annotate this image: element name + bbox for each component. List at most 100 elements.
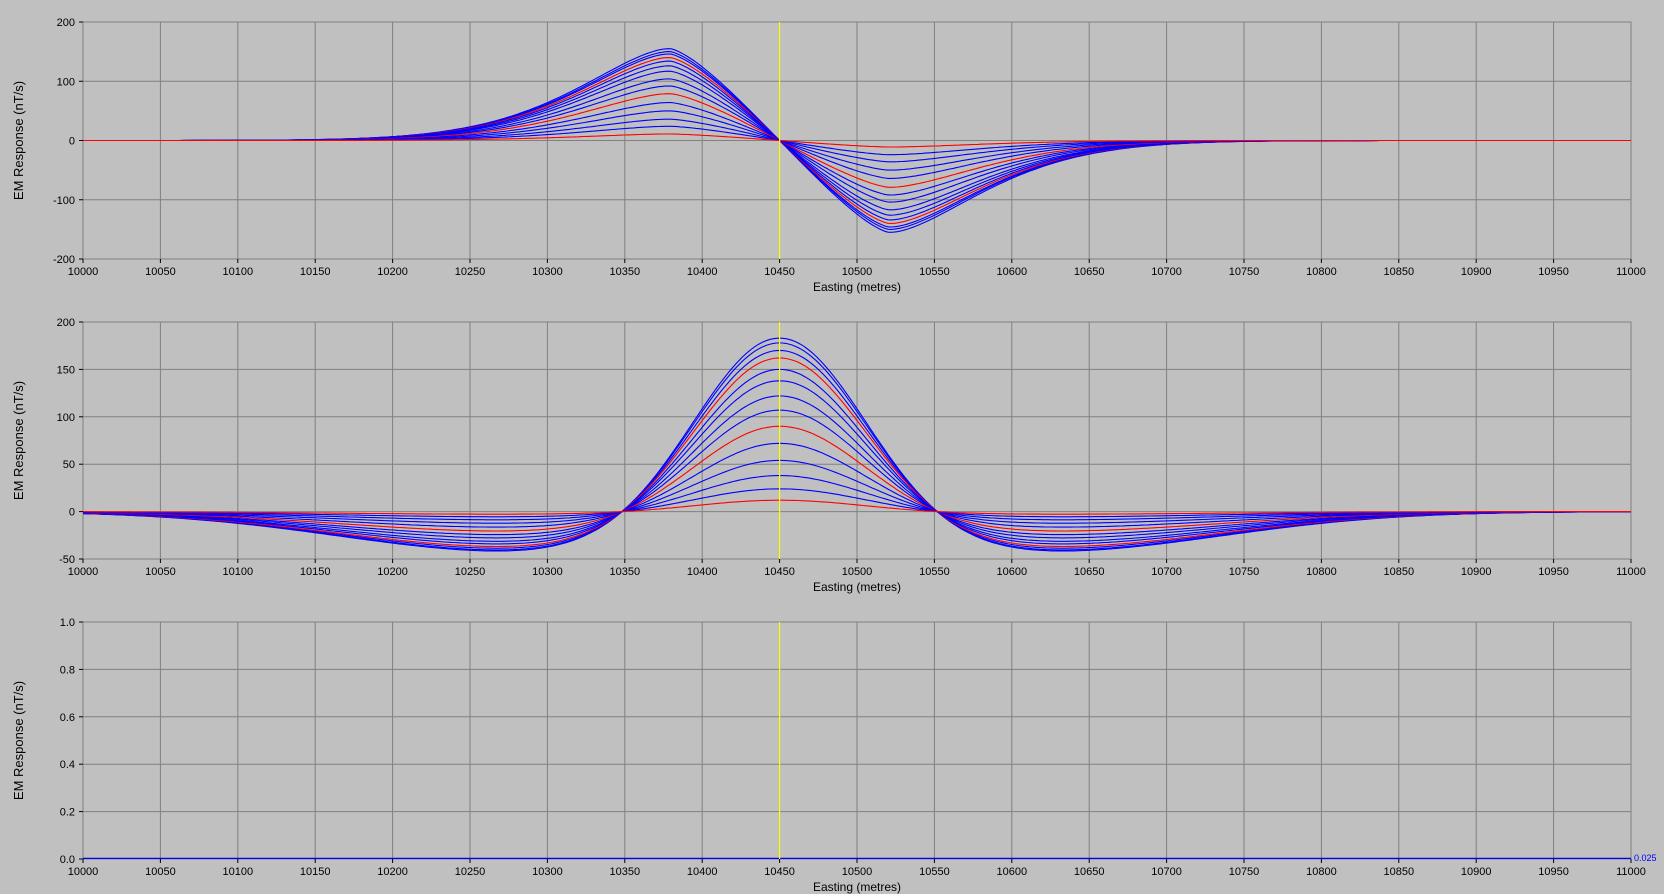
x-tick-label: 10850 xyxy=(1384,266,1415,278)
x-tick-label: 10100 xyxy=(223,266,254,278)
y-axis-label: EM Response (nT/s) xyxy=(11,381,26,500)
y-tick-label: 0.6 xyxy=(60,712,75,724)
x-tick-label: 10800 xyxy=(1306,566,1337,578)
x-tick-label: 10050 xyxy=(145,566,176,578)
x-tick-label: 10400 xyxy=(687,866,718,878)
x-tick-label: 10250 xyxy=(455,566,486,578)
y-tick-label: 0.4 xyxy=(60,759,75,771)
series-line xyxy=(83,499,1631,515)
x-tick-label: 10700 xyxy=(1151,566,1182,578)
x-tick-label: 10950 xyxy=(1538,266,1569,278)
x-tick-label: 10000 xyxy=(68,866,99,878)
x-tick-label: 10900 xyxy=(1461,266,1492,278)
series-group xyxy=(83,337,1631,552)
x-tick-label: 10700 xyxy=(1151,866,1182,878)
x-axis-label: Easting (metres) xyxy=(813,280,901,294)
x-tick-label: 10850 xyxy=(1384,866,1415,878)
x-axis-label: Easting (metres) xyxy=(813,580,901,594)
x-tick-label: 10300 xyxy=(532,566,563,578)
series-line xyxy=(83,409,1631,536)
x-tick-label: 10850 xyxy=(1384,566,1415,578)
y-axis-label: EM Response (nT/s) xyxy=(11,681,26,800)
x-tick-label: 10100 xyxy=(223,866,254,878)
x-tick-label: 10750 xyxy=(1229,266,1260,278)
y-tick-label: 100 xyxy=(57,412,75,424)
x-tick-label: 10950 xyxy=(1538,566,1569,578)
x-tick-label: 10150 xyxy=(300,866,331,878)
x-tick-label: 10150 xyxy=(300,266,331,278)
y-tick-label: 100 xyxy=(57,76,75,88)
series-line xyxy=(83,380,1631,542)
x-tick-label: 10650 xyxy=(1074,566,1105,578)
x-tick-label: 10400 xyxy=(687,566,718,578)
x-tick-label: 10250 xyxy=(455,866,486,878)
x-tick-label: 10200 xyxy=(377,866,408,878)
x-tick-label: 10500 xyxy=(842,266,873,278)
y-tick-label: 50 xyxy=(63,459,75,471)
x-tick-label: 10500 xyxy=(842,566,873,578)
x-tick-label: 10350 xyxy=(610,566,641,578)
chart-panel-y: 10000 10050 10100 10150 10200 10250 10300 10350… xyxy=(11,617,1657,894)
chart-panel-x: 10000 10050 10100 10150 10200 10250 10300 10350… xyxy=(11,17,1646,294)
x-tick-label: 10450 xyxy=(764,866,795,878)
x-tick-label: 10450 xyxy=(764,566,795,578)
series-group xyxy=(83,48,1631,233)
x-tick-label: 10000 xyxy=(68,566,99,578)
x-tick-label: 10150 xyxy=(300,566,331,578)
x-tick-label: 10300 xyxy=(532,266,563,278)
x-tick-label: 10900 xyxy=(1461,566,1492,578)
series-line xyxy=(83,442,1631,528)
x-tick-label: 10550 xyxy=(919,566,950,578)
y-tick-label: 0.0 xyxy=(60,854,75,866)
x-tick-label: 10450 xyxy=(764,266,795,278)
y-tick-label: 1.0 xyxy=(60,617,75,629)
x-tick-label: 10200 xyxy=(377,566,408,578)
x-tick-label: 10950 xyxy=(1538,866,1569,878)
x-tick-label: 10250 xyxy=(455,266,486,278)
x-tick-label: 10300 xyxy=(532,866,563,878)
chart-panel-z: 10000 10050 10100 10150 10200 10250 10300 10350… xyxy=(11,317,1646,594)
y-tick-label: 150 xyxy=(57,364,75,376)
y-tick-label: -50 xyxy=(59,554,75,566)
y-tick-label: -200 xyxy=(53,254,75,266)
x-tick-label: 10900 xyxy=(1461,866,1492,878)
x-tick-label: 10600 xyxy=(997,866,1028,878)
x-tick-label: 11000 xyxy=(1616,266,1646,278)
x-tick-label: 11000 xyxy=(1616,866,1646,878)
y-axis-label: EM Response (nT/s) xyxy=(11,81,26,200)
x-tick-label: 10500 xyxy=(842,866,873,878)
y-tick-label: 200 xyxy=(57,17,75,29)
x-tick-label: 10100 xyxy=(223,566,254,578)
end-value-label: 0.025 xyxy=(1634,853,1657,863)
x-tick-label: 10750 xyxy=(1229,566,1260,578)
x-tick-label: 10400 xyxy=(687,266,718,278)
x-tick-label: 10800 xyxy=(1306,866,1337,878)
x-tick-label: 10200 xyxy=(377,266,408,278)
series-line xyxy=(83,475,1631,521)
y-tick-label: 0 xyxy=(69,507,75,519)
x-tick-label: 10550 xyxy=(919,866,950,878)
y-tick-label: 0.2 xyxy=(60,807,75,819)
x-tick-label: 10050 xyxy=(145,266,176,278)
series-line xyxy=(83,425,1631,532)
x-tick-label: 10000 xyxy=(68,266,99,278)
grid xyxy=(82,621,1632,860)
y-tick-label: 200 xyxy=(57,317,75,329)
x-tick-label: 10700 xyxy=(1151,266,1182,278)
x-axis-label: Easting (metres) xyxy=(813,880,901,894)
x-tick-label: 10650 xyxy=(1074,866,1105,878)
x-tick-label: 10750 xyxy=(1229,866,1260,878)
x-tick-label: 10800 xyxy=(1306,266,1337,278)
y-tick-label: -100 xyxy=(53,195,75,207)
series-line xyxy=(83,133,1631,148)
x-tick-label: 10600 xyxy=(997,266,1028,278)
y-tick-label: 0 xyxy=(69,136,75,148)
x-tick-label: 10350 xyxy=(610,866,641,878)
x-tick-label: 10350 xyxy=(610,266,641,278)
series-line xyxy=(83,459,1631,524)
x-tick-label: 10650 xyxy=(1074,266,1105,278)
x-tick-label: 10600 xyxy=(997,566,1028,578)
series-line xyxy=(83,395,1631,539)
